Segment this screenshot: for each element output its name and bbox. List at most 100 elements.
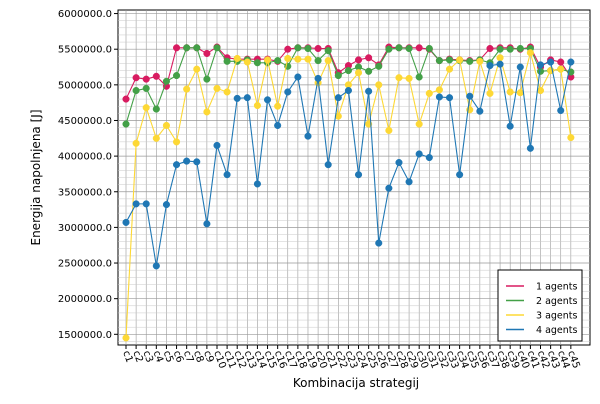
data-point [385,45,393,53]
data-point [405,178,413,186]
y-axis-title: Energija napolnjena [J] [29,110,43,246]
data-point [506,122,514,130]
y-tick-label: 2500000.0 [58,259,112,270]
data-point [274,121,282,130]
legend-label: 3 agents [536,311,578,322]
data-point [263,96,272,104]
data-point [142,104,150,112]
data-point [486,62,494,70]
y-tick-label: 3000000.0 [58,223,112,234]
y-tick-label: 3500000.0 [58,187,112,198]
data-point [253,101,261,110]
data-point [516,89,524,97]
data-point [415,44,423,52]
data-point [223,88,231,96]
data-point [284,88,292,96]
data-point [557,106,565,115]
data-point [334,94,342,102]
data-point [132,74,140,82]
data-point [365,87,373,95]
data-point [526,49,534,57]
data-point [557,65,565,73]
data-point [253,180,261,188]
data-point [152,72,160,80]
data-point [162,201,170,209]
data-point [476,107,484,115]
data-point [173,72,181,80]
data-point [173,44,181,52]
data-point [425,89,433,97]
data-point [243,94,251,102]
data-point [415,73,423,81]
data-point [284,45,292,53]
y-tick-label: 4500000.0 [58,116,112,127]
y-tick-label: 5500000.0 [58,45,112,56]
data-point [375,62,383,70]
x-tick-label: c7 [181,349,195,364]
data-point [314,74,322,82]
data-point [122,218,130,226]
data-point [405,44,413,53]
data-point [294,73,302,81]
data-point [435,57,443,65]
data-point [122,95,130,103]
data-point [415,120,423,128]
data-point [486,44,494,53]
data-point [344,67,352,75]
x-axis-title: Kombinacija strategij [293,376,419,390]
data-point [354,56,363,64]
data-point [203,49,211,58]
x-tick-label: c6 [171,349,185,364]
x-tick-label: c8 [191,349,205,364]
data-point [536,61,545,69]
x-tick-label: c3 [140,349,154,364]
data-point [183,85,191,93]
data-point [142,200,150,208]
data-point [304,55,312,63]
data-point [445,94,454,102]
data-point [506,88,514,96]
y-tick-label: 2000000.0 [58,294,112,305]
data-point [476,57,484,65]
data-point [183,44,191,52]
data-point [193,65,201,73]
data-point [223,57,231,65]
data-point [132,139,140,147]
data-point [324,47,332,55]
data-point [183,157,191,165]
data-point [173,161,181,169]
data-point [203,75,211,83]
legend: 1 agents 2 agents 3 agents 4 agents [497,269,583,342]
y-tick-label: 4000000.0 [58,152,112,163]
data-point [294,55,302,63]
data-point [314,44,322,53]
data-point [456,56,464,64]
data-point [304,132,312,140]
data-point [395,158,403,167]
data-point [274,57,282,65]
data-point [365,54,373,62]
data-point [466,57,474,65]
data-point [445,56,454,64]
data-point [506,45,514,53]
data-point [385,184,393,192]
data-point [162,77,170,85]
data-point [435,93,443,101]
data-point [152,262,160,270]
data-point [344,86,352,95]
data-point [122,120,130,128]
data-point [233,54,241,63]
data-point [334,72,342,80]
data-point [415,150,423,158]
data-point [567,134,575,142]
data-point [203,108,211,116]
data-point [233,94,241,102]
data-point [375,239,383,247]
data-point [314,57,322,65]
y-tick-label: 6000000.0 [58,9,112,20]
data-point [223,171,231,179]
data-point [213,84,221,92]
x-tick-label: c5 [161,349,175,364]
